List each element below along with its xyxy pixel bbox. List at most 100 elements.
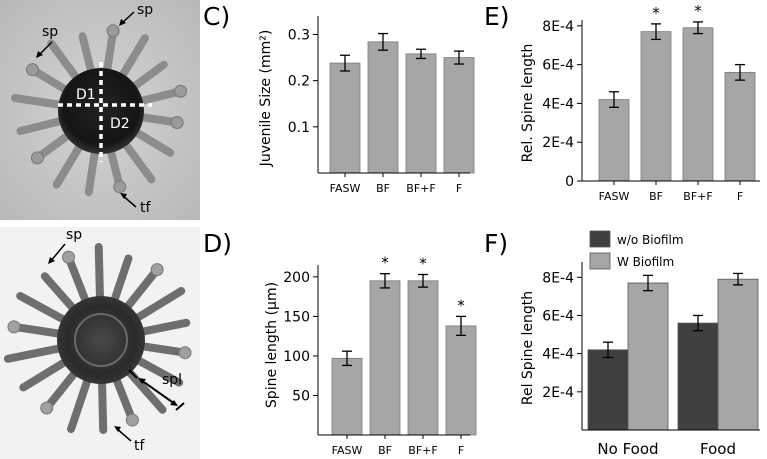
chart-e-ytick-label: 2E-4 bbox=[542, 135, 574, 151]
chart-e: * * 02E-44E-46E-48E-4 FASW BF BF+F F Rel. Sp… bbox=[520, 2, 760, 203]
chart-e-ytick-label: 4E-4 bbox=[542, 96, 574, 112]
chart-d-xtick-label: BF bbox=[378, 444, 392, 457]
chart-f: 2E-4 4E-4 6E-4 8E-4 No Food Food w/o Biofilm… bbox=[520, 230, 760, 458]
chart-e-error-bars bbox=[609, 21, 745, 108]
chart-d-bar bbox=[445, 325, 477, 436]
label-tf-a: tf bbox=[140, 200, 151, 216]
chart-d-error-bars bbox=[342, 273, 466, 367]
chart-d-bar bbox=[369, 280, 401, 436]
chart-d-bar bbox=[407, 280, 439, 436]
chart-f-bar bbox=[587, 349, 629, 431]
chart-f-bar bbox=[677, 322, 719, 431]
chart-c-xtick-label: F bbox=[456, 182, 462, 195]
chart-f-ytick-label: 6E-4 bbox=[542, 308, 574, 324]
chart-e-significance: * * bbox=[652, 2, 702, 22]
chart-c-error-bars bbox=[340, 32, 464, 72]
chart-c-ylabel: Juvenile Size (mm²) bbox=[258, 30, 274, 168]
chart-d-bars bbox=[331, 280, 477, 436]
chart-d-ytick-label: 50 bbox=[292, 388, 310, 404]
label-d1: D1 bbox=[76, 87, 96, 103]
chart-e-ytick-label: 0 bbox=[565, 174, 574, 190]
tube-foot bbox=[25, 63, 39, 77]
chart-f-ytick-label: 2E-4 bbox=[542, 385, 574, 401]
panel-letter-c: C) bbox=[203, 2, 231, 31]
tube-foot bbox=[113, 180, 127, 194]
chart-d-significance-mark: * bbox=[381, 254, 389, 272]
chart-c-xticks: FASW BF BF+F F bbox=[330, 173, 462, 195]
chart-d-xticks: FASW BF BF+F F bbox=[332, 435, 464, 457]
tube-foot bbox=[125, 413, 139, 427]
arrowhead-tf-b bbox=[114, 426, 121, 432]
chart-c-bar bbox=[329, 62, 361, 174]
chart-e-bars bbox=[598, 27, 756, 182]
panel-letter-f: F) bbox=[484, 229, 509, 258]
tube-foot bbox=[178, 346, 192, 360]
body-pattern-b bbox=[74, 313, 128, 367]
chart-f-bar bbox=[627, 282, 669, 431]
arrowhead-sp-left bbox=[36, 51, 43, 58]
chart-f-legend-swatch bbox=[589, 230, 611, 248]
panel-letter-d: D) bbox=[203, 229, 233, 258]
tube-foot bbox=[174, 84, 188, 98]
chart-d-axes bbox=[317, 265, 470, 436]
chart-e-ylabel: Rel. Spine length bbox=[520, 44, 536, 163]
chart-e-xticks: FASW BF BF+F F bbox=[599, 181, 743, 203]
chart-f-xticks: No Food Food bbox=[597, 440, 736, 458]
label-tf-b: tf bbox=[134, 438, 145, 454]
spl-tick-end bbox=[175, 402, 185, 411]
chart-e-xtick-label: F bbox=[737, 190, 743, 203]
chart-f-ytick-label: 8E-4 bbox=[542, 270, 574, 286]
chart-e-bar bbox=[682, 27, 714, 182]
spl-tick-start bbox=[128, 369, 138, 379]
chart-d-ytick-label: 200 bbox=[283, 270, 310, 286]
chart-d-bar bbox=[331, 357, 363, 436]
tube-foot bbox=[170, 116, 184, 130]
tube-foot bbox=[40, 401, 54, 415]
chart-f-xtick-label: No Food bbox=[597, 440, 658, 458]
chart-c-bars bbox=[329, 41, 475, 174]
chart-f-legend-label: w/o Biofilm bbox=[617, 233, 684, 247]
panel-letter-e: E) bbox=[484, 2, 510, 31]
chart-c-ytick-label: 0.1 bbox=[288, 120, 310, 136]
chart-d-significance-mark: * bbox=[457, 296, 465, 314]
chart-d-ylabel: Spine length (μm) bbox=[264, 282, 280, 408]
chart-f-legend-label: W Biofilm bbox=[617, 255, 674, 269]
chart-c-ytick-label: 0.3 bbox=[288, 27, 310, 43]
chart-c-axes bbox=[317, 16, 470, 174]
chart-d-significance-mark: * bbox=[419, 254, 427, 272]
spl-measure-line bbox=[140, 379, 176, 405]
chart-f-legend-swatch bbox=[589, 252, 611, 270]
chart-c-xtick-label: FASW bbox=[330, 182, 361, 195]
chart-e-xtick-label: BF bbox=[649, 190, 663, 203]
label-sp-right: sp bbox=[137, 2, 153, 18]
chart-c-ytick-label: 0.2 bbox=[288, 74, 310, 90]
juvenile-body-b bbox=[57, 296, 145, 384]
chart-f-xtick-label: Food bbox=[700, 440, 736, 458]
chart-f-ylabel: Rel Spine length bbox=[520, 291, 536, 405]
micrograph-a: D1 D2 sp sp tf bbox=[0, 0, 200, 220]
chart-e-yticks: 0 2E-4 4E-4 6E-4 8E-4 bbox=[542, 19, 582, 190]
chart-e-ytick-label: 8E-4 bbox=[542, 19, 574, 35]
spl-arrowhead-end bbox=[170, 400, 178, 406]
chart-d-yticks: 50 100 150 200 bbox=[283, 270, 318, 404]
chart-c: 0.1 0.2 0.3 FASW BF BF+F F Juvenile Size (mm²… bbox=[258, 16, 475, 195]
chart-e-xtick-label: BF+F bbox=[683, 190, 712, 203]
label-sp-left: sp bbox=[42, 24, 58, 40]
chart-e-xtick-label: FASW bbox=[599, 190, 630, 203]
chart-d-significance: * * * bbox=[381, 254, 465, 315]
chart-c-xtick-label: BF bbox=[376, 182, 390, 195]
chart-d: * * * 50 100 150 200 FASW BF BF+F F Spine length… bbox=[264, 254, 477, 457]
chart-e-bar bbox=[724, 71, 756, 182]
chart-f-yticks: 2E-4 4E-4 6E-4 8E-4 bbox=[542, 270, 582, 401]
chart-e-significance-mark: * bbox=[694, 2, 702, 20]
chart-f-legend: w/o Biofilm W Biofilm bbox=[589, 230, 684, 270]
chart-e-significance-mark: * bbox=[652, 4, 660, 22]
label-sp-b: sp bbox=[66, 227, 82, 243]
chart-f-axes bbox=[581, 262, 760, 431]
chart-f-bars bbox=[587, 278, 759, 431]
chart-f-ytick-label: 4E-4 bbox=[542, 347, 574, 363]
chart-f-error-bars bbox=[603, 272, 743, 359]
chart-d-xtick-label: F bbox=[458, 444, 464, 457]
label-d2: D2 bbox=[110, 116, 130, 132]
tube-foot bbox=[62, 250, 76, 264]
